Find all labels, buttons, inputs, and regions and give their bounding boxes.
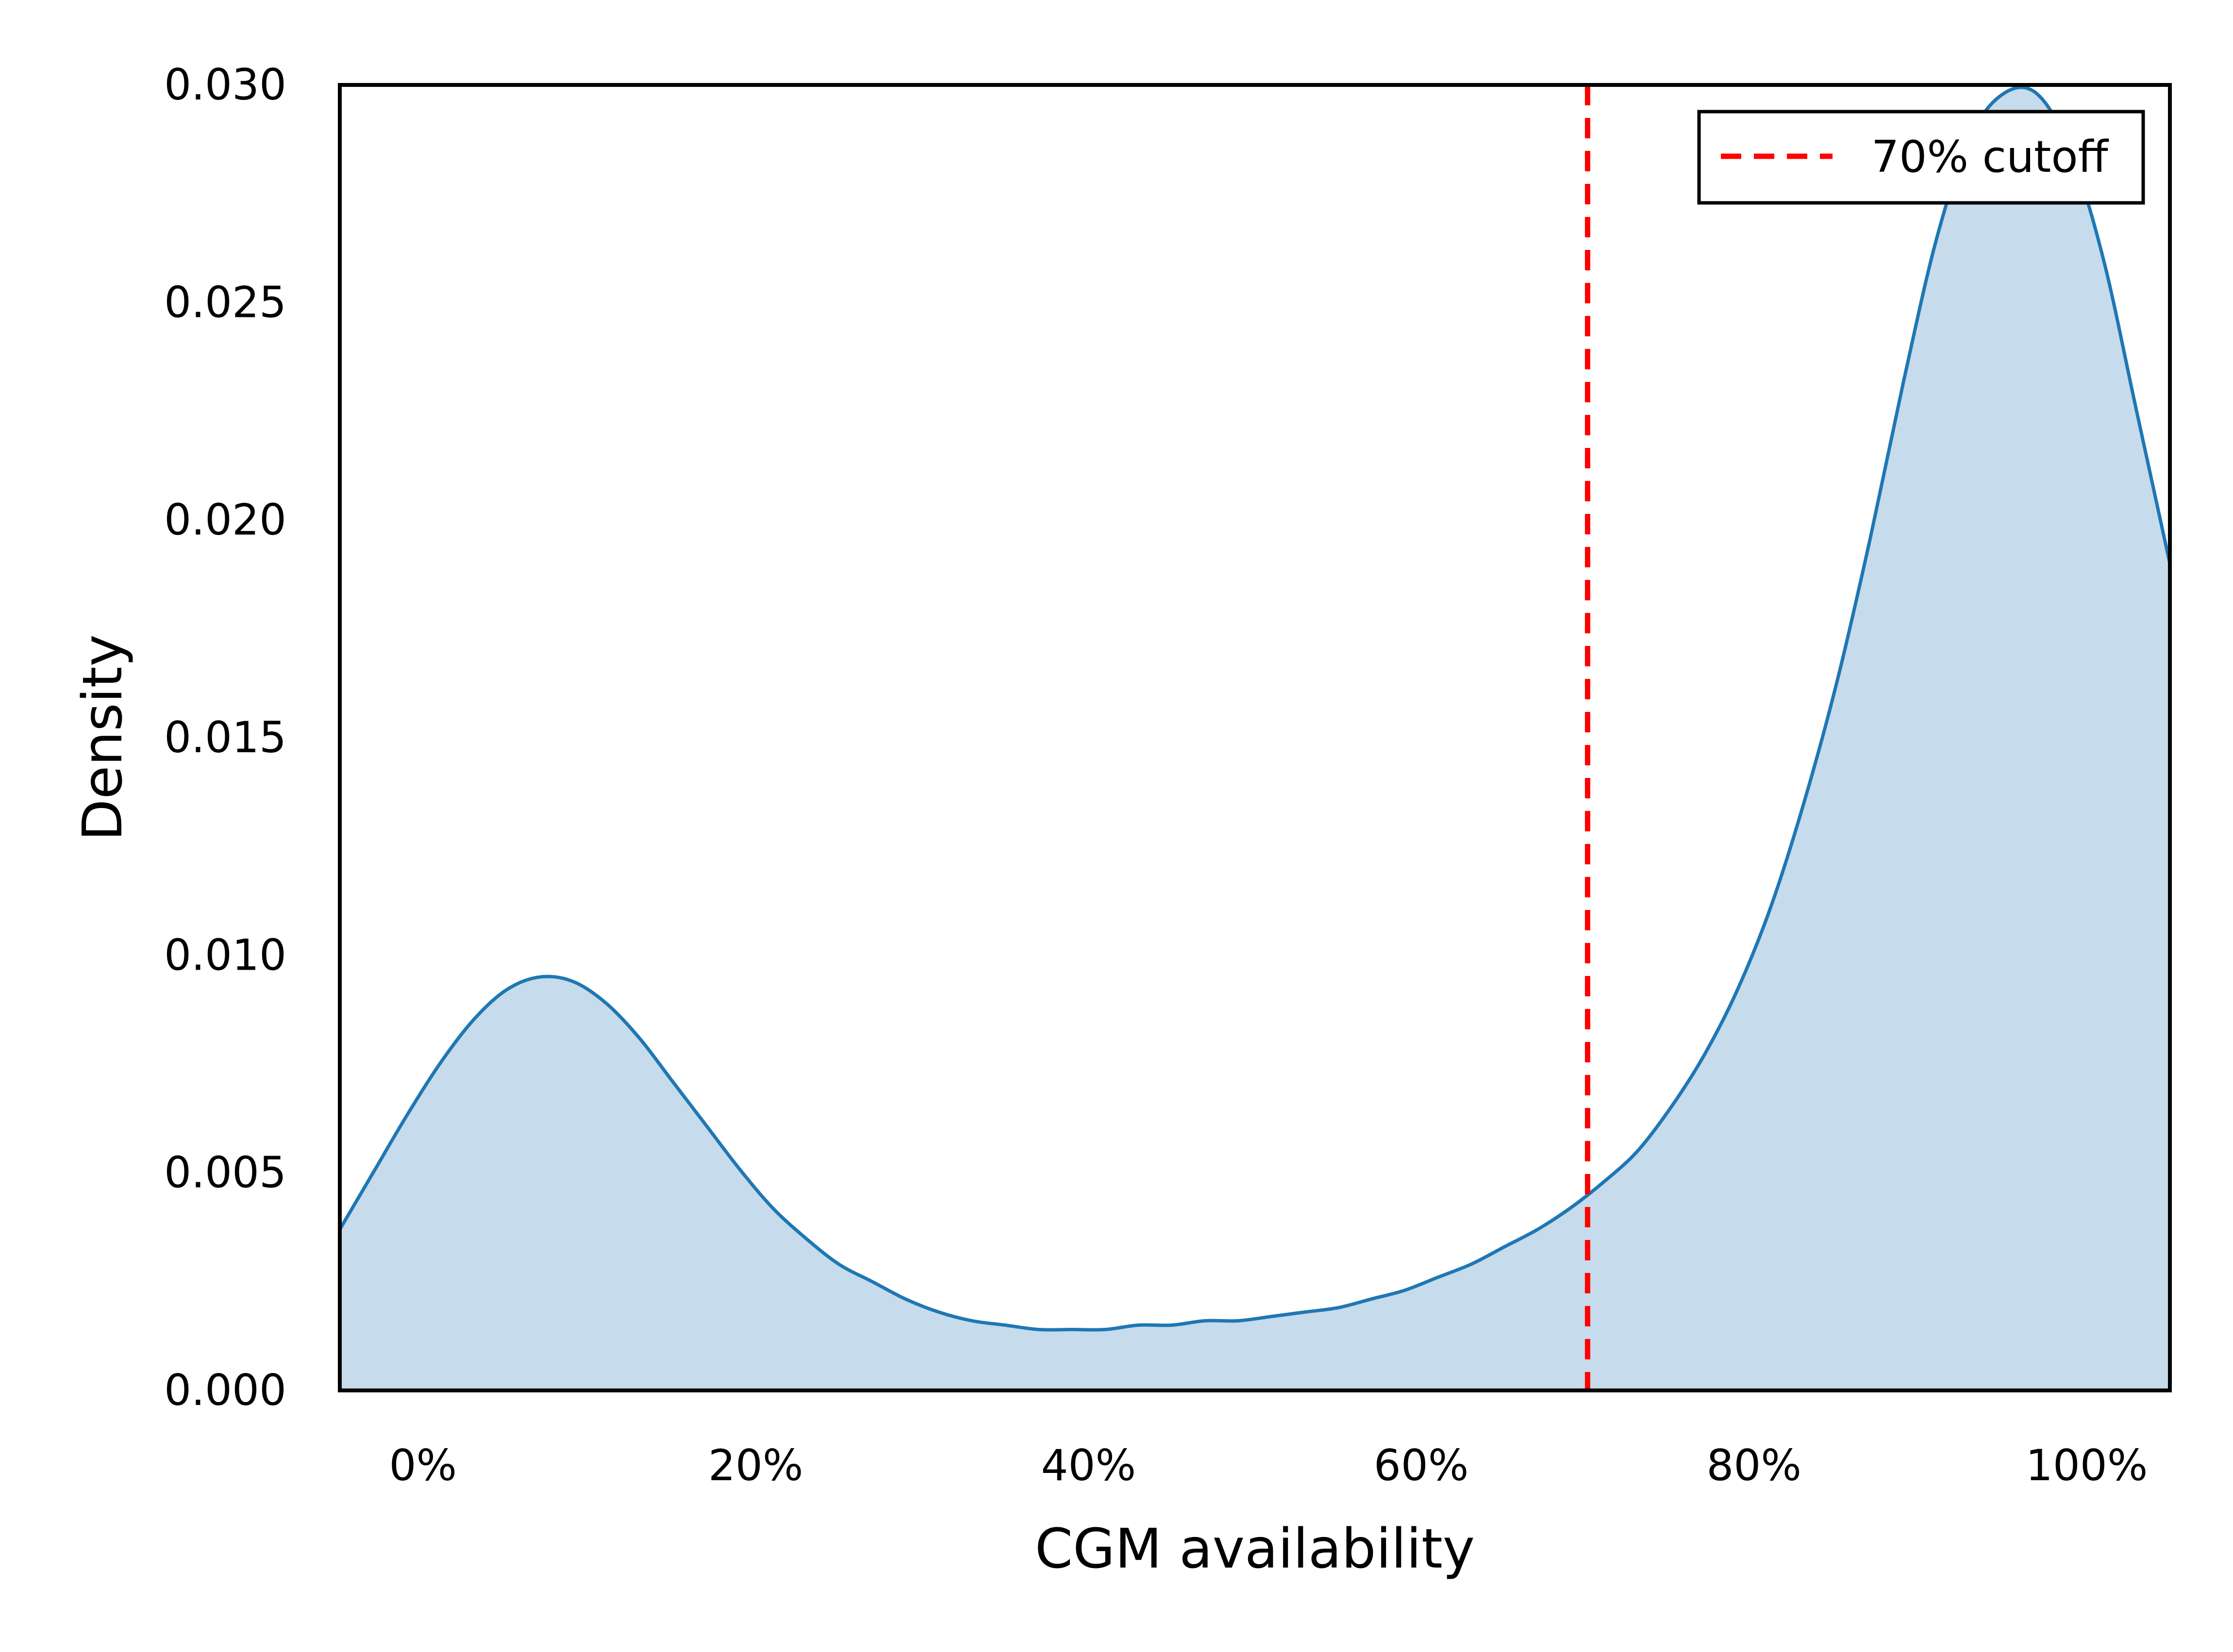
y-axis-title: Density <box>71 634 134 841</box>
legend: 70% cutoff <box>1697 110 2145 205</box>
x-tick-label: 80% <box>1706 1440 1801 1490</box>
plot-area <box>340 85 2170 1390</box>
y-tick-label: 0.030 <box>164 60 286 110</box>
x-tick-label: 100% <box>2026 1440 2148 1490</box>
x-tick-label: 0% <box>389 1440 457 1490</box>
density-curve-line <box>340 85 2170 1332</box>
density-area-fill <box>340 87 2170 1390</box>
y-tick-label: 0.020 <box>164 495 286 545</box>
y-tick-label: 0.005 <box>164 1148 286 1198</box>
y-tick-label: 0.010 <box>164 930 286 980</box>
legend-label-cutoff: 70% cutoff <box>1871 132 2109 182</box>
y-axis-ticks: 0.000 0.005 0.010 0.015 0.020 0.025 0.030 <box>164 60 286 1415</box>
y-tick-label: 0.025 <box>164 277 286 327</box>
x-axis-title: CGM availability <box>1035 1518 1475 1581</box>
y-tick-label: 0.000 <box>164 1365 286 1415</box>
x-tick-label: 40% <box>1041 1440 1136 1490</box>
x-tick-label: 60% <box>1374 1440 1469 1490</box>
x-axis-ticks: 0% 20% 40% 60% 80% 100% <box>389 1440 2148 1490</box>
plot-frame <box>338 83 2172 1392</box>
y-tick-label: 0.015 <box>164 712 286 762</box>
x-tick-label: 20% <box>708 1440 803 1490</box>
